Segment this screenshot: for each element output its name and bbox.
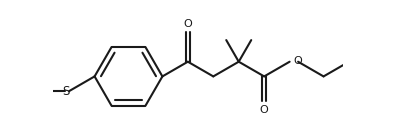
- Text: O: O: [260, 105, 268, 115]
- Text: O: O: [183, 19, 192, 29]
- Text: O: O: [293, 56, 302, 66]
- Text: S: S: [63, 85, 70, 98]
